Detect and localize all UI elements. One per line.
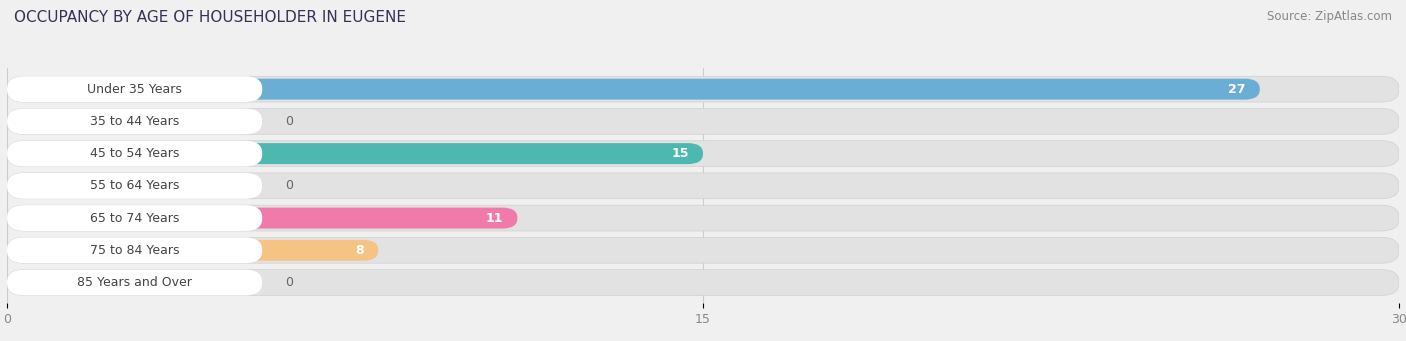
FancyBboxPatch shape [7,240,378,261]
Text: Source: ZipAtlas.com: Source: ZipAtlas.com [1267,10,1392,23]
FancyBboxPatch shape [7,173,262,199]
Text: OCCUPANCY BY AGE OF HOUSEHOLDER IN EUGENE: OCCUPANCY BY AGE OF HOUSEHOLDER IN EUGEN… [14,10,406,25]
FancyBboxPatch shape [7,237,1399,263]
FancyBboxPatch shape [7,205,1399,231]
Text: 0: 0 [285,276,294,289]
FancyBboxPatch shape [7,208,517,228]
Text: 65 to 74 Years: 65 to 74 Years [90,211,180,225]
Text: 35 to 44 Years: 35 to 44 Years [90,115,179,128]
FancyBboxPatch shape [7,270,1399,295]
Text: 8: 8 [356,244,364,257]
Text: 0: 0 [285,115,294,128]
FancyBboxPatch shape [7,141,262,166]
Text: 75 to 84 Years: 75 to 84 Years [90,244,180,257]
Text: 27: 27 [1229,83,1246,95]
FancyBboxPatch shape [7,237,262,263]
FancyBboxPatch shape [7,79,1260,100]
FancyBboxPatch shape [7,108,262,134]
FancyBboxPatch shape [7,108,1399,134]
FancyBboxPatch shape [7,76,262,102]
Text: 85 Years and Over: 85 Years and Over [77,276,193,289]
FancyBboxPatch shape [7,76,1399,102]
Text: 11: 11 [486,211,503,225]
FancyBboxPatch shape [7,270,262,295]
Text: 45 to 54 Years: 45 to 54 Years [90,147,180,160]
FancyBboxPatch shape [7,272,262,293]
Text: Under 35 Years: Under 35 Years [87,83,181,95]
Text: 15: 15 [672,147,689,160]
FancyBboxPatch shape [7,205,262,231]
Text: 55 to 64 Years: 55 to 64 Years [90,179,180,192]
FancyBboxPatch shape [7,141,1399,166]
FancyBboxPatch shape [7,143,703,164]
FancyBboxPatch shape [7,173,1399,199]
FancyBboxPatch shape [7,111,262,132]
FancyBboxPatch shape [7,175,262,196]
Text: 0: 0 [285,179,294,192]
